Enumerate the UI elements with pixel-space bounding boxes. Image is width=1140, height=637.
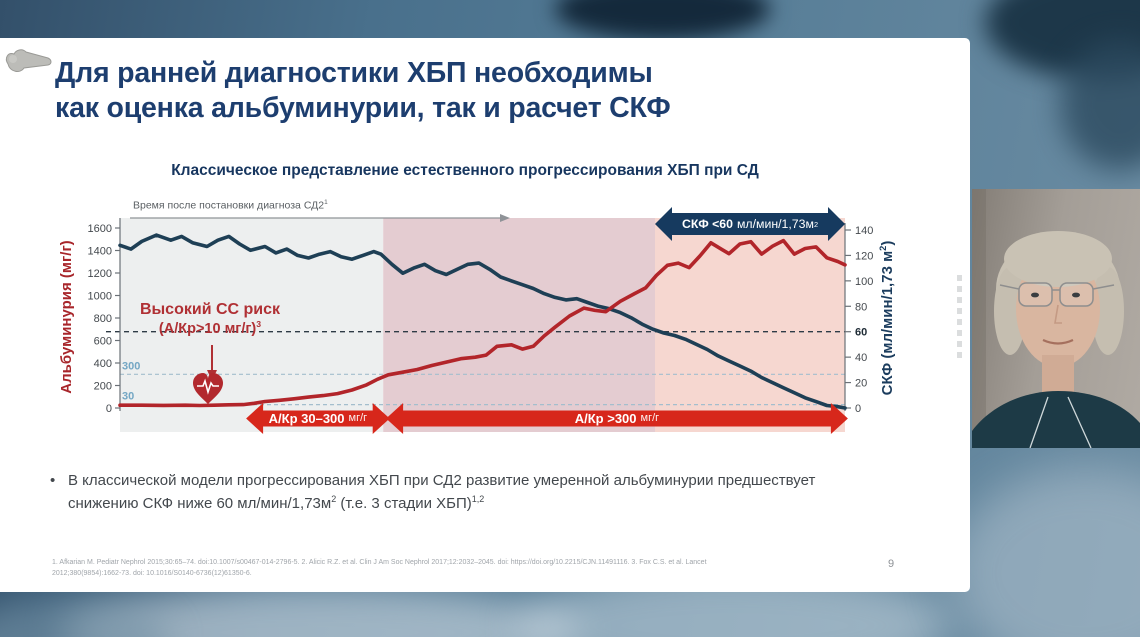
chart-area: 300 30 1600 1400 1200 1000 800 600 400 200 0 140 120… (58, 195, 900, 445)
svg-text:1600: 1600 (88, 223, 112, 235)
svg-text:200: 200 (94, 381, 112, 393)
cv-risk-annotation: Высокий СС риск (А/Кр>10 мг/г)3 (110, 301, 310, 337)
x-axis-label: Время после постановки диагноза СД21 (133, 199, 328, 212)
presentation-slide: Для ранней диагностики ХБП необходимы ка… (0, 38, 970, 592)
bullet-point: • В классической модели прогрессирования… (50, 470, 878, 515)
page-title: Для ранней диагностики ХБП необходимы ка… (55, 56, 875, 126)
acr-range-banner-severe: А/Кр >300 мг/г (574, 410, 660, 426)
necklace (1029, 396, 1049, 448)
chart-plot: 3003016001400120010008006004002000140120… (88, 207, 873, 434)
reference-line1: 1. Afkarian M. Pediatr Nephrol 2015;30:6… (52, 559, 707, 566)
speaker-portrait (972, 189, 1140, 448)
left-axis-title: Альбуминурия (мг/г) (58, 240, 75, 394)
svg-text:60: 60 (855, 327, 867, 339)
svg-text:1200: 1200 (88, 268, 112, 280)
vertical-watermark (957, 275, 962, 360)
svg-text:30: 30 (122, 391, 134, 403)
right-axis-title: СКФ (мл/мин/1,73 м2) (878, 240, 896, 396)
svg-text:300: 300 (122, 360, 140, 372)
page-number: 9 (888, 558, 895, 570)
title-line1: Для ранней диагностики ХБП необходимы (55, 57, 653, 89)
svg-text:0: 0 (106, 403, 112, 415)
svg-text:40: 40 (855, 352, 867, 364)
background-cloud (950, 468, 1140, 637)
svg-text:1000: 1000 (88, 291, 112, 303)
chart-title: Классическое представление естественного… (171, 162, 759, 179)
bullet-marker: • (50, 472, 56, 489)
bullet-text: В классической модели прогрессирования Х… (68, 472, 816, 512)
svg-text:100: 100 (855, 276, 873, 288)
svg-text:0: 0 (855, 403, 861, 415)
svg-text:800: 800 (94, 313, 112, 325)
background-dark-shape (555, 0, 770, 40)
cv-risk-line2: (А/Кр>10 мг/г)3 (158, 319, 262, 337)
svg-text:80: 80 (855, 301, 867, 313)
acr-range-banner-moderate: А/Кр 30–300 мг/г (268, 410, 368, 426)
pancreas-icon (5, 49, 52, 72)
mouth (1042, 338, 1074, 345)
title-line2: как оценка альбуминурии, так и расчет СК… (55, 91, 671, 124)
neck (1042, 355, 1074, 393)
svg-text:20: 20 (855, 378, 867, 390)
svg-text:1400: 1400 (88, 246, 112, 258)
gfr-threshold-badge: СКФ <60 мл/мин/1,73м 2 (681, 217, 819, 231)
cv-risk-line1: Высокий СС риск (139, 301, 281, 318)
speaker-webcam-video (972, 189, 1140, 448)
svg-text:400: 400 (94, 358, 112, 370)
svg-text:140: 140 (855, 225, 873, 237)
clothing (972, 391, 1140, 448)
svg-text:600: 600 (94, 336, 112, 348)
svg-text:120: 120 (855, 250, 873, 262)
references: 1. Afkarian M. Pediatr Nephrol 2015;30:6… (52, 557, 852, 579)
reference-line2: 2012;380(9854):1662-73. doi: 10.1016/S01… (52, 570, 252, 578)
necklace (1067, 396, 1092, 448)
